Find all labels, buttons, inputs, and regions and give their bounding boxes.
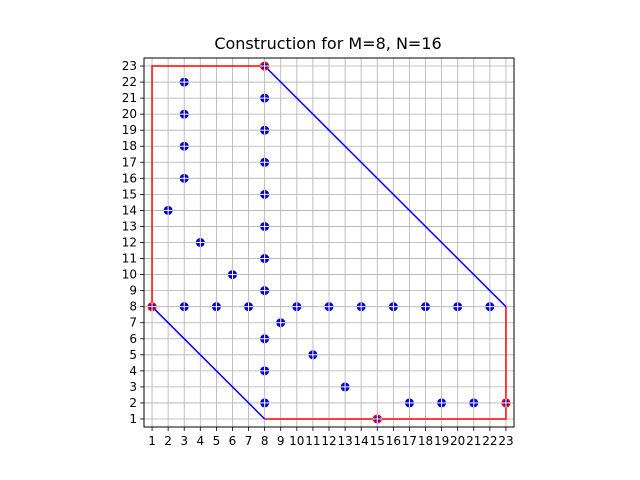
data-point: [308, 350, 318, 360]
x-tick-label: 12: [321, 434, 336, 448]
data-point: [260, 125, 270, 135]
data-point: [195, 238, 205, 247]
data-point: [260, 366, 270, 376]
highlight-point: [501, 398, 511, 408]
highlight-point: [147, 302, 157, 312]
x-tick-label: 11: [305, 434, 320, 448]
data-point: [324, 302, 334, 312]
y-tick-label: 2: [129, 396, 137, 410]
data-point: [340, 382, 350, 392]
x-tick-label: 22: [482, 434, 497, 448]
chart-title: Construction for M=8, N=16: [214, 34, 441, 53]
y-tick-label: 23: [122, 59, 137, 73]
data-point: [404, 398, 414, 408]
data-point: [260, 334, 270, 344]
data-point: [356, 302, 366, 312]
data-point: [260, 254, 270, 264]
data-point: [437, 398, 447, 408]
data-point: [260, 286, 270, 296]
x-tick-label: 10: [289, 434, 304, 448]
highlight-point: [372, 414, 382, 424]
data-point: [244, 302, 254, 312]
x-tick-label: 1: [148, 434, 156, 448]
x-tick-label: 19: [434, 434, 449, 448]
data-point: [276, 318, 286, 328]
x-tick-label: 14: [354, 434, 369, 448]
series-line-4: [151, 306, 266, 420]
y-tick-label: 9: [129, 284, 137, 298]
y-tick-label: 19: [122, 123, 137, 137]
data-point: [292, 302, 302, 312]
highlight-point: [260, 61, 270, 71]
data-point: [260, 157, 270, 167]
data-point: [485, 302, 495, 312]
y-tick-label: 11: [122, 252, 137, 266]
x-tick-label: 16: [386, 434, 401, 448]
data-point: [179, 141, 189, 151]
x-tick-label: 18: [418, 434, 433, 448]
x-tick-label: 20: [450, 434, 465, 448]
data-point: [260, 221, 270, 231]
y-tick-label: 8: [129, 300, 137, 314]
x-axis: 1 2 3 4 5 6 7 8 9 10 11 12 13 14 15 16 17 18 19 20 21 22 23: [148, 427, 514, 448]
x-tick-label: 23: [498, 434, 513, 448]
x-tick-label: 13: [337, 434, 352, 448]
x-tick-label: 5: [213, 434, 221, 448]
data-point: [211, 302, 221, 312]
x-tick-label: 2: [164, 434, 172, 448]
x-tick-label: 9: [277, 434, 285, 448]
series-line-1: [151, 65, 265, 307]
y-tick-label: 1: [129, 412, 137, 426]
data-point: [179, 302, 189, 312]
y-tick-label: 13: [122, 219, 137, 233]
x-tick-label: 4: [196, 434, 204, 448]
data-point: [260, 93, 270, 103]
y-tick-label: 6: [129, 332, 137, 346]
y-tick-label: 10: [122, 268, 137, 282]
x-tick-label: 15: [370, 434, 385, 448]
data-point: [260, 189, 270, 199]
y-tick-label: 12: [122, 236, 137, 250]
y-tick-label: 4: [129, 364, 137, 378]
y-tick-label: 22: [122, 75, 137, 89]
y-tick-label: 15: [122, 187, 137, 201]
series-line-3: [264, 65, 507, 308]
series-points: [147, 61, 511, 424]
y-tick-label: 17: [122, 155, 137, 169]
data-point: [227, 270, 237, 280]
x-tick-label: 21: [466, 434, 481, 448]
y-tick-label: 5: [129, 348, 137, 362]
data-point: [163, 205, 173, 215]
x-tick-label: 8: [261, 434, 269, 448]
data-point: [469, 398, 479, 408]
y-tick-label: 3: [129, 380, 137, 394]
data-point: [388, 302, 398, 312]
y-tick-label: 18: [122, 139, 137, 153]
y-tick-label: 21: [122, 91, 137, 105]
y-tick-label: 16: [122, 171, 137, 185]
x-tick-label: 7: [245, 434, 253, 448]
x-tick-label: 6: [229, 434, 237, 448]
data-point: [179, 77, 189, 87]
data-point: [421, 302, 431, 312]
data-point: [453, 302, 463, 312]
x-tick-label: 3: [180, 434, 188, 448]
data-point: [179, 173, 189, 183]
y-tick-label: 14: [122, 203, 137, 217]
series-lines: [151, 65, 507, 420]
x-tick-label: 17: [402, 434, 417, 448]
series-line-2: [264, 306, 507, 420]
y-tick-label: 7: [129, 316, 137, 330]
data-point: [260, 398, 270, 408]
y-tick-label: 20: [122, 107, 137, 121]
data-point: [179, 109, 189, 119]
